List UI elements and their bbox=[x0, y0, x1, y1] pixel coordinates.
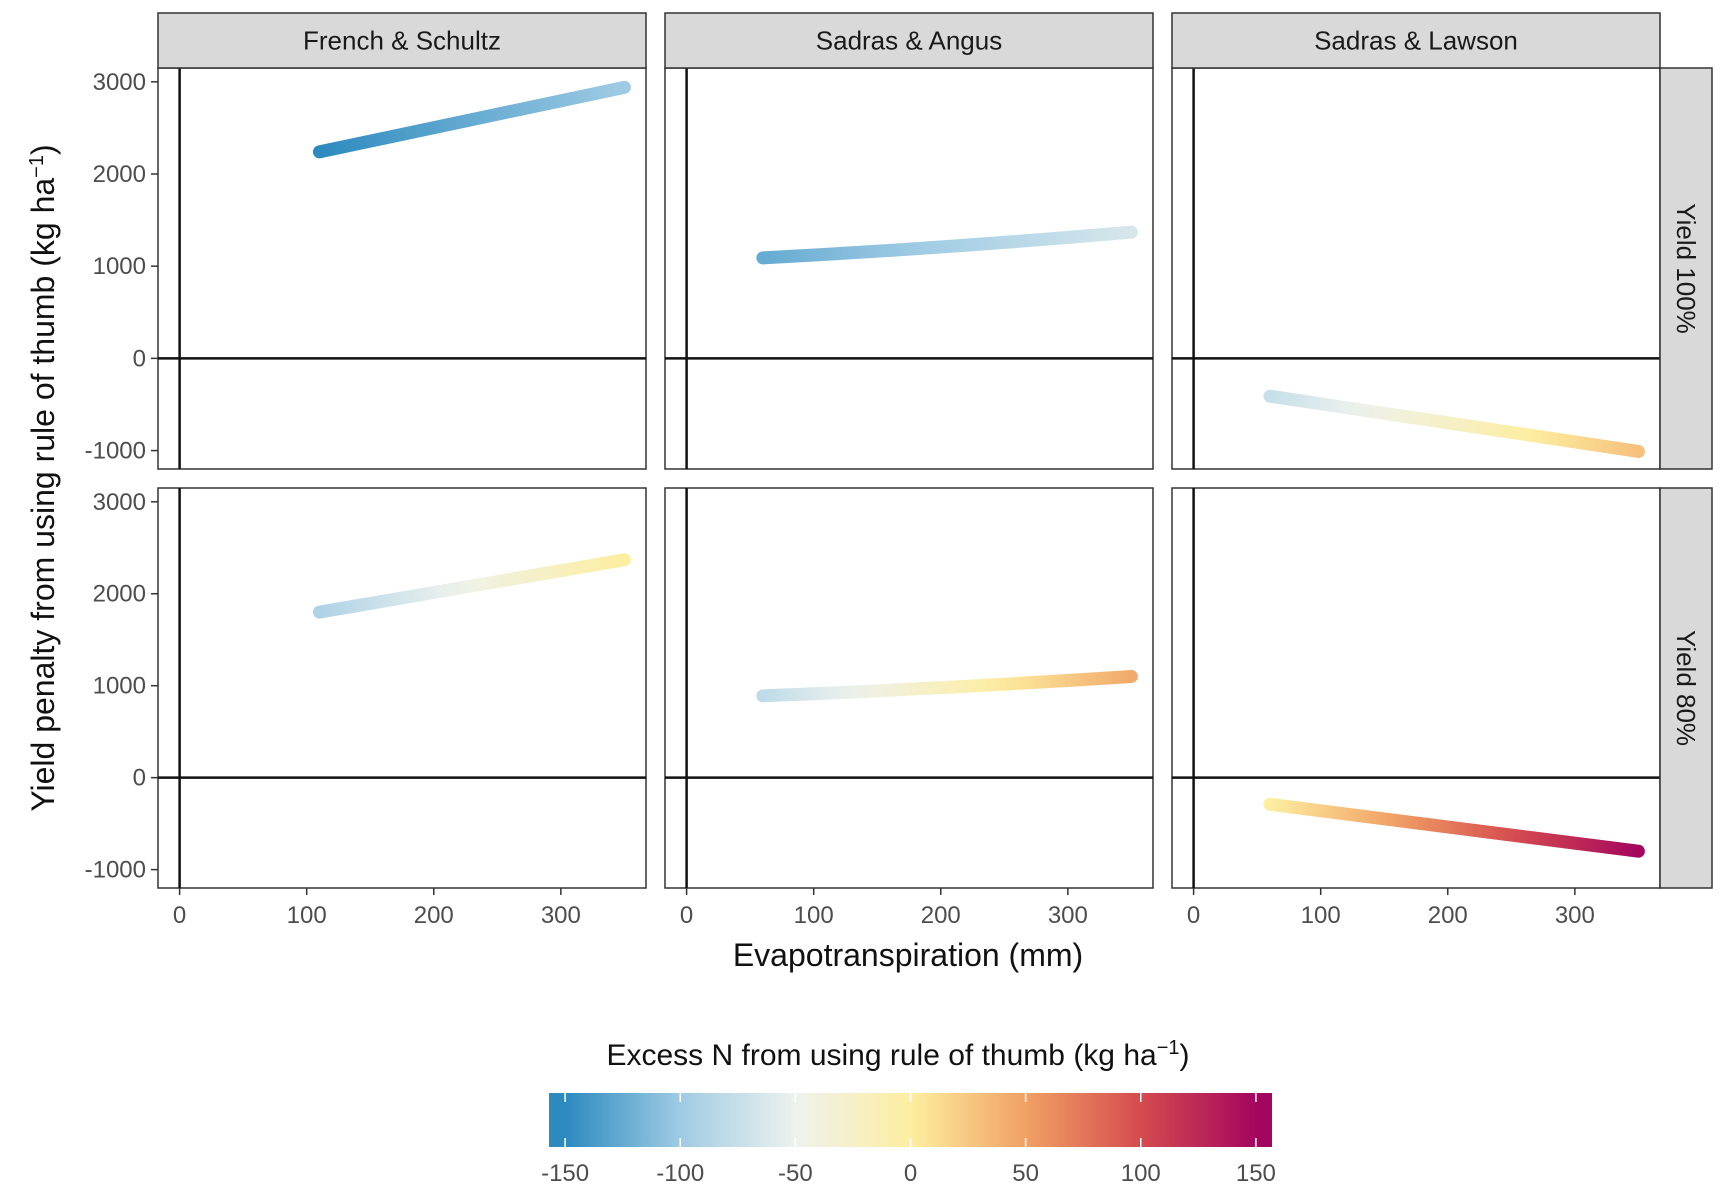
x-tick-label: 200 bbox=[1428, 902, 1468, 929]
row-strip bbox=[1659, 487, 1713, 889]
colorbar-title-close: ) bbox=[1180, 1039, 1190, 1072]
x-tick-label: 0 bbox=[1187, 902, 1200, 929]
panel-1-0 bbox=[157, 487, 647, 889]
series-points-sadras-angus-row0 bbox=[756, 225, 1138, 265]
colorbar-tick-label: 0 bbox=[904, 1160, 917, 1187]
y-tick-label: 2000 bbox=[93, 161, 146, 188]
x-tick-label: 100 bbox=[794, 902, 834, 929]
series-points-sadras-lawson-row0 bbox=[1263, 389, 1645, 458]
series-points-french-schultz-row1 bbox=[312, 553, 631, 619]
column-strip-label: French & Schultz bbox=[303, 26, 501, 56]
column-strip-label: Sadras & Lawson bbox=[1314, 26, 1518, 56]
column-strip-label: Sadras & Angus bbox=[816, 26, 1002, 56]
y-axis-title-sup: −1 bbox=[26, 155, 48, 178]
y-tick-label: 3000 bbox=[93, 489, 146, 516]
colorbar-tick-label: 50 bbox=[1012, 1160, 1039, 1187]
y-tick-label: 1000 bbox=[93, 673, 146, 700]
y-tick-label: 1000 bbox=[93, 253, 146, 280]
row-strip-label: Yield 80% bbox=[1671, 630, 1701, 746]
x-tick-label: 200 bbox=[921, 902, 961, 929]
colorbar-title: Excess N from using rule of thumb (kg ha… bbox=[606, 1037, 1189, 1072]
series-points-sadras-lawson-row1 bbox=[1263, 797, 1645, 858]
series-points-french-schultz-row0 bbox=[312, 80, 631, 159]
y-tick-label: -1000 bbox=[85, 438, 146, 465]
x-tick-label: 300 bbox=[541, 902, 581, 929]
y-tick-label: 0 bbox=[133, 345, 146, 372]
y-axis-title-main: Yield penalty from using rule of thumb (… bbox=[25, 178, 61, 812]
panel-0-1 bbox=[664, 67, 1154, 470]
column-strip bbox=[1171, 12, 1661, 69]
column-strip bbox=[664, 12, 1154, 69]
x-tick-label: 200 bbox=[414, 902, 454, 929]
x-tick-label: 300 bbox=[1555, 902, 1595, 929]
colorbar-tick-label: 100 bbox=[1121, 1160, 1161, 1187]
y-tick-label: 2000 bbox=[93, 581, 146, 608]
column-strip bbox=[157, 12, 647, 69]
panel-0-2 bbox=[1171, 67, 1661, 470]
row-strip-label: Yield 100% bbox=[1671, 203, 1701, 334]
colorbar-tick-label: -50 bbox=[778, 1160, 813, 1187]
colorbar-tick-label: -150 bbox=[541, 1160, 589, 1187]
x-tick-label: 0 bbox=[680, 902, 693, 929]
x-tick-label: 100 bbox=[287, 902, 327, 929]
colorbar-tick-label: -100 bbox=[656, 1160, 704, 1187]
x-tick-label: 300 bbox=[1048, 902, 1088, 929]
x-tick-label: 100 bbox=[1301, 902, 1341, 929]
colorbar-title-sup: −1 bbox=[1157, 1037, 1180, 1059]
y-axis-title-close: ) bbox=[25, 144, 61, 155]
colorbar-title-main: Excess N from using rule of thumb (kg ha bbox=[606, 1039, 1157, 1072]
row-strip bbox=[1659, 67, 1713, 470]
y-tick-label: 0 bbox=[133, 765, 146, 792]
x-tick-label: 0 bbox=[173, 902, 186, 929]
x-axis-title: Evapotranspiration (mm) bbox=[733, 937, 1083, 973]
colorbar-tick-label: 150 bbox=[1236, 1160, 1276, 1187]
y-axis-title: Yield penalty from using rule of thumb (… bbox=[25, 144, 61, 811]
y-tick-label: -1000 bbox=[85, 857, 146, 884]
y-tick-label: 3000 bbox=[93, 69, 146, 96]
series-points-sadras-angus-row1 bbox=[756, 670, 1138, 703]
